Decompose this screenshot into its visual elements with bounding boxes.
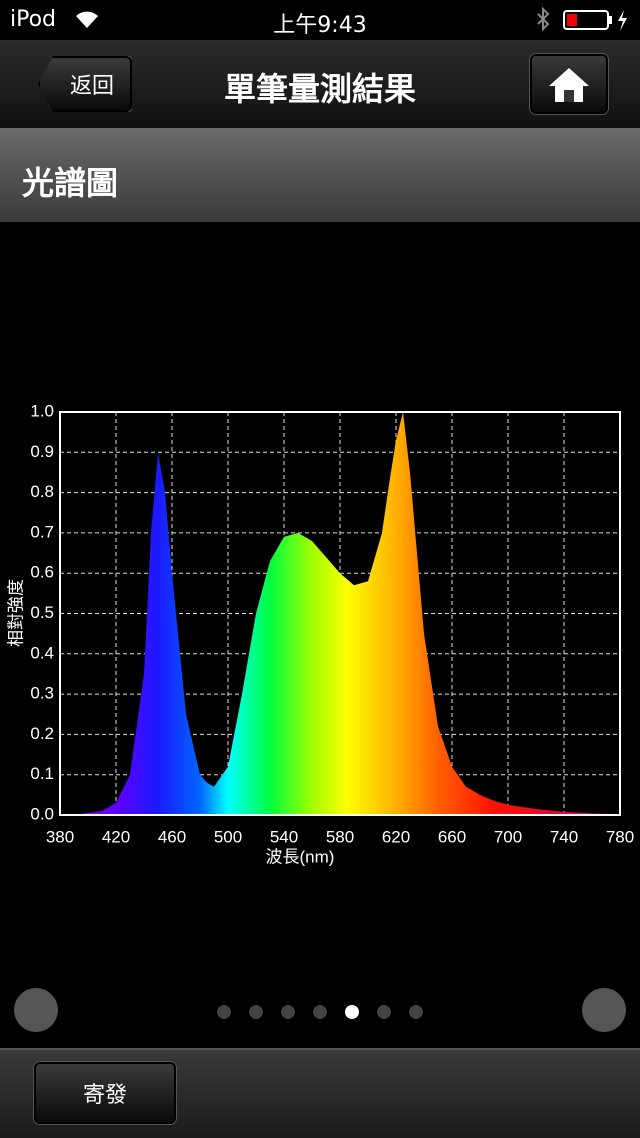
nav-title: 單筆量測結果 [223, 70, 416, 108]
y-tick-label: 0.9 [30, 442, 54, 461]
nav-bar: 返回 單筆量測結果 [0, 40, 640, 129]
x-axis-title: 波長(nm) [266, 847, 335, 866]
footer-bar: 寄發 [0, 1048, 640, 1138]
home-icon [549, 68, 589, 102]
send-label: 寄發 [82, 1083, 127, 1108]
section-title: 光譜圖 [22, 164, 119, 202]
status-bar: iPod 上午9:43 [0, 0, 640, 40]
x-tick-label: 740 [550, 827, 578, 846]
next-page[interactable] [582, 988, 626, 1032]
y-tick-label: 0.8 [30, 482, 54, 501]
y-tick-label: 0.3 [30, 684, 54, 703]
x-tick-label: 540 [270, 827, 298, 846]
home-button[interactable] [530, 54, 608, 114]
send-button[interactable]: 寄發 [34, 1062, 176, 1124]
y-tick-label: 0.5 [30, 603, 54, 622]
device-name: iPod [10, 7, 57, 32]
plot-border [59, 411, 621, 816]
prev-page[interactable] [14, 988, 58, 1032]
y-tick-label: 0.1 [30, 764, 54, 783]
status-icons [537, 6, 627, 32]
x-tick-label: 700 [494, 827, 522, 846]
x-tick-label: 780 [606, 827, 634, 846]
x-tick-label: 420 [102, 827, 130, 846]
y-axis-title: 相對強度 [6, 579, 25, 647]
clock: 上午9:43 [273, 13, 367, 38]
x-tick-label: 500 [214, 827, 242, 846]
y-tick-label: 0.2 [30, 724, 54, 743]
x-tick-label: 620 [382, 827, 410, 846]
y-tick-label: 0.6 [30, 563, 54, 582]
y-tick-label: 1.0 [30, 401, 54, 420]
y-tick-label: 0.4 [30, 643, 54, 662]
back-label: 返回 [69, 74, 114, 99]
section-header: 光譜圖 [0, 128, 640, 222]
wifi-icon [76, 11, 98, 28]
spectrum-area [60, 412, 620, 815]
y-tick-label: 0.7 [30, 522, 54, 541]
back-button[interactable]: 返回 [38, 56, 132, 112]
page-indicator [217, 1005, 423, 1019]
y-tick-label: 0.0 [30, 804, 54, 823]
x-tick-label: 580 [326, 827, 354, 846]
x-tick-label: 460 [158, 827, 186, 846]
chart: 波長(nm) 相對強度 0.0 0.1 0.2 0.3 0.4 0.5 0.6 0.7 0.8 0… [6, 401, 634, 866]
x-tick-label: 380 [46, 827, 74, 846]
x-tick-label: 660 [438, 827, 466, 846]
